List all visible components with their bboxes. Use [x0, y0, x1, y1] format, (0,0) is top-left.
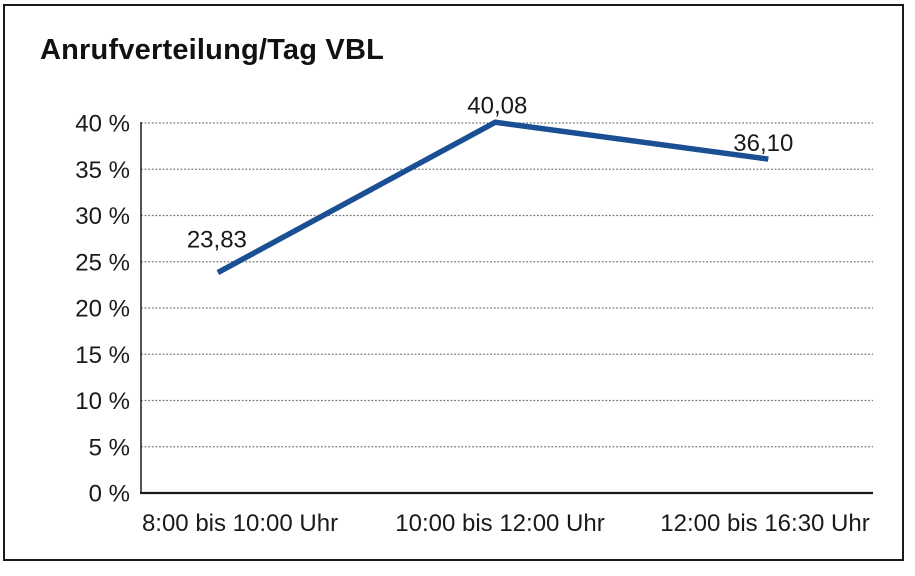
y-tick-label: 20 %: [75, 296, 130, 323]
x-tick-label: 12:00 bis 16:30 Uhr: [660, 510, 869, 537]
y-tick-label: 40 %: [75, 111, 130, 138]
data-line: [216, 119, 769, 275]
data-point-label: 40,08: [467, 92, 527, 119]
data-point-label: 36,10: [733, 130, 793, 157]
chart-title: Anrufverteilung/Tag VBL: [40, 34, 385, 66]
y-tick-label: 30 %: [75, 203, 130, 230]
y-tick-label: 35 %: [75, 157, 130, 184]
y-tick-label: 5 %: [89, 434, 130, 461]
x-tick-label: 8:00 bis 10:00 Uhr: [142, 510, 338, 537]
chart-frame: [3, 4, 904, 561]
y-tick-label: 25 %: [75, 249, 130, 276]
x-tick-label: 10:00 bis 12:00 Uhr: [395, 510, 604, 537]
y-tick-label: 10 %: [75, 388, 130, 415]
y-tick-label: 0 %: [89, 481, 130, 508]
data-point-label: 23,83: [187, 227, 247, 254]
y-tick-label: 15 %: [75, 342, 130, 369]
